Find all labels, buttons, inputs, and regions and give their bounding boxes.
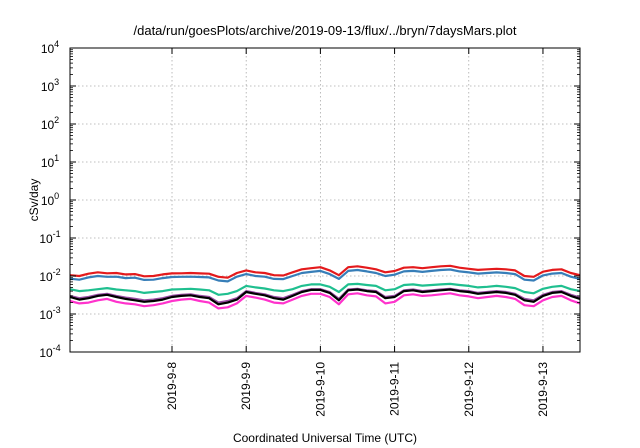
series-line-3 [69,282,581,296]
series-line-1 [69,264,581,279]
x-axis-label: Coordinated Universal Time (UTC) [233,431,417,445]
x-tick-label: 2019-9-13 [536,362,550,417]
x-axis-ticks: 2019-9-8 2019-9-9 2019-9-10 2019-9-11 2019-9… [165,48,550,417]
chart-title: /data/run/goesPlots/archive/2019-09-13/f… [134,23,517,38]
x-tick-label: 2019-9-12 [462,362,476,417]
x-tick-label: 2019-9-10 [313,362,327,417]
series-line-6 [69,292,581,310]
x-tick-label: 2019-9-11 [388,362,402,416]
y-axis-label: cSv/day [27,179,41,222]
series-line-5 [69,288,581,306]
x-tick-label: 2019-9-9 [239,362,253,410]
x-tick-label: 2019-9-8 [165,362,179,410]
series-line-2 [69,268,581,283]
data-series [69,264,581,310]
